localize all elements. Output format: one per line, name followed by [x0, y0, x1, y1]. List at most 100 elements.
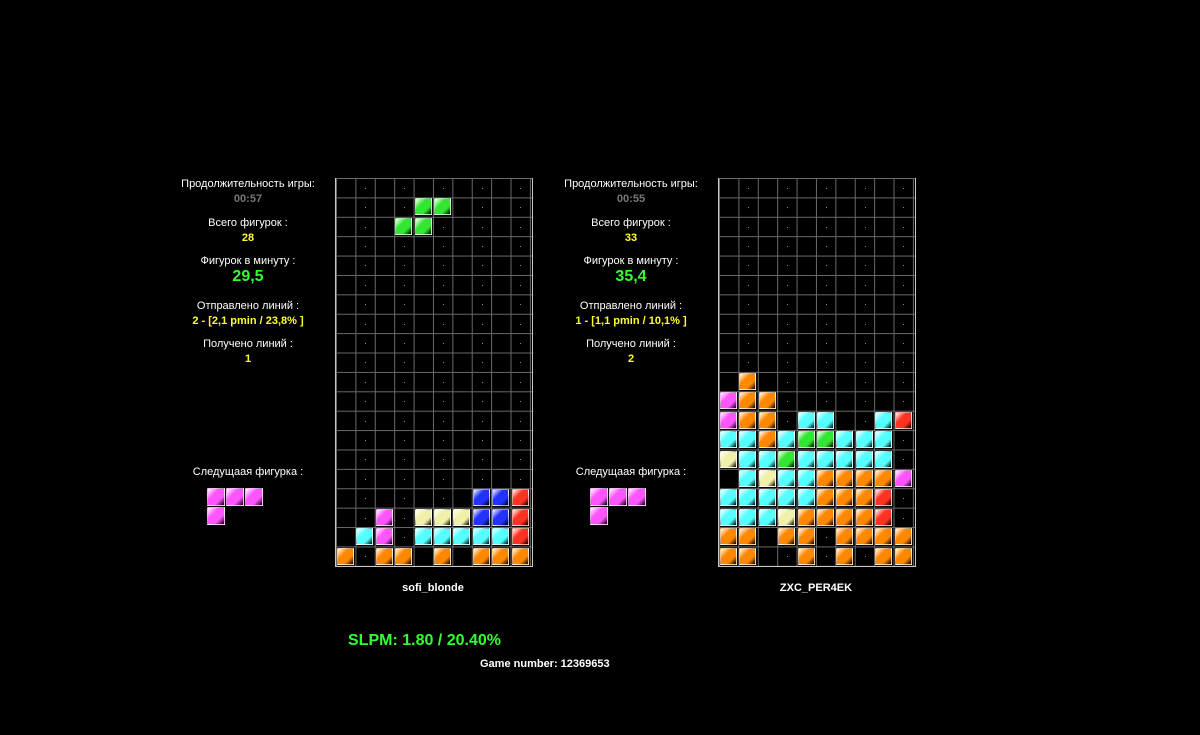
- grid-dot: [403, 478, 405, 480]
- block: [797, 411, 815, 429]
- grid-dot: [748, 265, 750, 267]
- grid-dot: [442, 265, 444, 267]
- grid-dot: [786, 420, 788, 422]
- block: [720, 411, 737, 429]
- block: [797, 470, 815, 487]
- grid-dot: [365, 556, 367, 558]
- block: [414, 198, 432, 216]
- grid-dot: [864, 284, 866, 286]
- block: [472, 508, 490, 526]
- block: [778, 450, 796, 468]
- grid-dot: [786, 245, 788, 247]
- game-number: Game number: 12369653: [480, 658, 610, 670]
- block: [453, 508, 471, 526]
- block: [778, 489, 796, 507]
- grid-dot: [403, 245, 405, 247]
- grid-dot: [520, 304, 522, 306]
- block: [836, 508, 854, 526]
- grid-dot: [786, 401, 788, 403]
- grid-dot: [442, 439, 444, 441]
- grid-dot: [864, 245, 866, 247]
- grid-dot: [403, 459, 405, 461]
- grid-dot: [786, 323, 788, 325]
- block: [894, 411, 912, 429]
- grid-dot: [520, 226, 522, 228]
- next-piece-label: Следущаая фигурка :: [575, 466, 687, 478]
- grid-dot: [825, 245, 827, 247]
- block: [207, 507, 225, 525]
- grid-dot: [403, 342, 405, 344]
- grid-dot: [825, 536, 827, 538]
- grid-dot: [442, 420, 444, 422]
- grid-dot: [365, 517, 367, 519]
- grid-dot: [481, 439, 483, 441]
- block: [720, 547, 737, 565]
- ppm-label: Фигурок в минуту :: [200, 255, 296, 267]
- grid-dot: [442, 478, 444, 480]
- grid-dot: [481, 401, 483, 403]
- slpm-stat: SLPM: 1.80 / 20.40%: [348, 632, 501, 649]
- grid-dot: [786, 556, 788, 558]
- grid-dot: [903, 498, 905, 500]
- grid-dot: [365, 459, 367, 461]
- grid-dot: [481, 304, 483, 306]
- grid-dot: [442, 362, 444, 364]
- grid-dot: [520, 362, 522, 364]
- grid-dot: [365, 478, 367, 480]
- grid-dot: [786, 342, 788, 344]
- block: [434, 528, 451, 546]
- player1-name: sofi_blonde: [402, 582, 464, 594]
- grid-dot: [520, 342, 522, 344]
- block: [836, 431, 854, 449]
- grid-dot: [365, 284, 367, 286]
- block: [207, 488, 225, 506]
- block: [817, 411, 834, 429]
- block: [739, 392, 757, 410]
- block: [434, 198, 451, 216]
- grid-dot: [403, 439, 405, 441]
- next-piece-preview: [590, 488, 650, 528]
- block: [337, 547, 354, 565]
- grid-dot: [481, 207, 483, 209]
- grid-dot: [748, 187, 750, 189]
- lines-received-value: 1: [244, 353, 252, 365]
- grid-dot: [520, 478, 522, 480]
- grid-dot: [864, 304, 866, 306]
- grid-dot: [481, 323, 483, 325]
- block: [875, 528, 893, 546]
- block: [590, 507, 608, 525]
- block: [628, 488, 646, 506]
- lines-sent-label: Отправлено линий :: [196, 300, 300, 312]
- block: [720, 431, 737, 449]
- block: [758, 392, 776, 410]
- grid-dot: [365, 265, 367, 267]
- grid-dot: [903, 226, 905, 228]
- grid-dot: [864, 381, 866, 383]
- grid-dot: [365, 207, 367, 209]
- grid-dot: [365, 381, 367, 383]
- grid-dot: [520, 207, 522, 209]
- grid-dot: [442, 401, 444, 403]
- block: [472, 547, 490, 565]
- block: [375, 508, 393, 526]
- grid-dot: [365, 498, 367, 500]
- total-pieces-label: Всего фигурок :: [208, 217, 288, 229]
- block: [797, 431, 815, 449]
- duration-label: Продолжительность игры:: [181, 178, 315, 190]
- block: [414, 217, 432, 235]
- grid-dot: [365, 342, 367, 344]
- grid-dot: [481, 265, 483, 267]
- grid-dot: [748, 226, 750, 228]
- grid-dot: [481, 342, 483, 344]
- total-pieces-value: 28: [241, 232, 255, 244]
- total-pieces-value: 33: [624, 232, 638, 244]
- block: [778, 470, 796, 487]
- block: [739, 373, 757, 390]
- grid-dot: [365, 439, 367, 441]
- grid-dot: [864, 226, 866, 228]
- grid-dot: [825, 284, 827, 286]
- grid-dot: [442, 245, 444, 247]
- block: [720, 528, 737, 546]
- grid-dot: [481, 420, 483, 422]
- grid-dot: [903, 439, 905, 441]
